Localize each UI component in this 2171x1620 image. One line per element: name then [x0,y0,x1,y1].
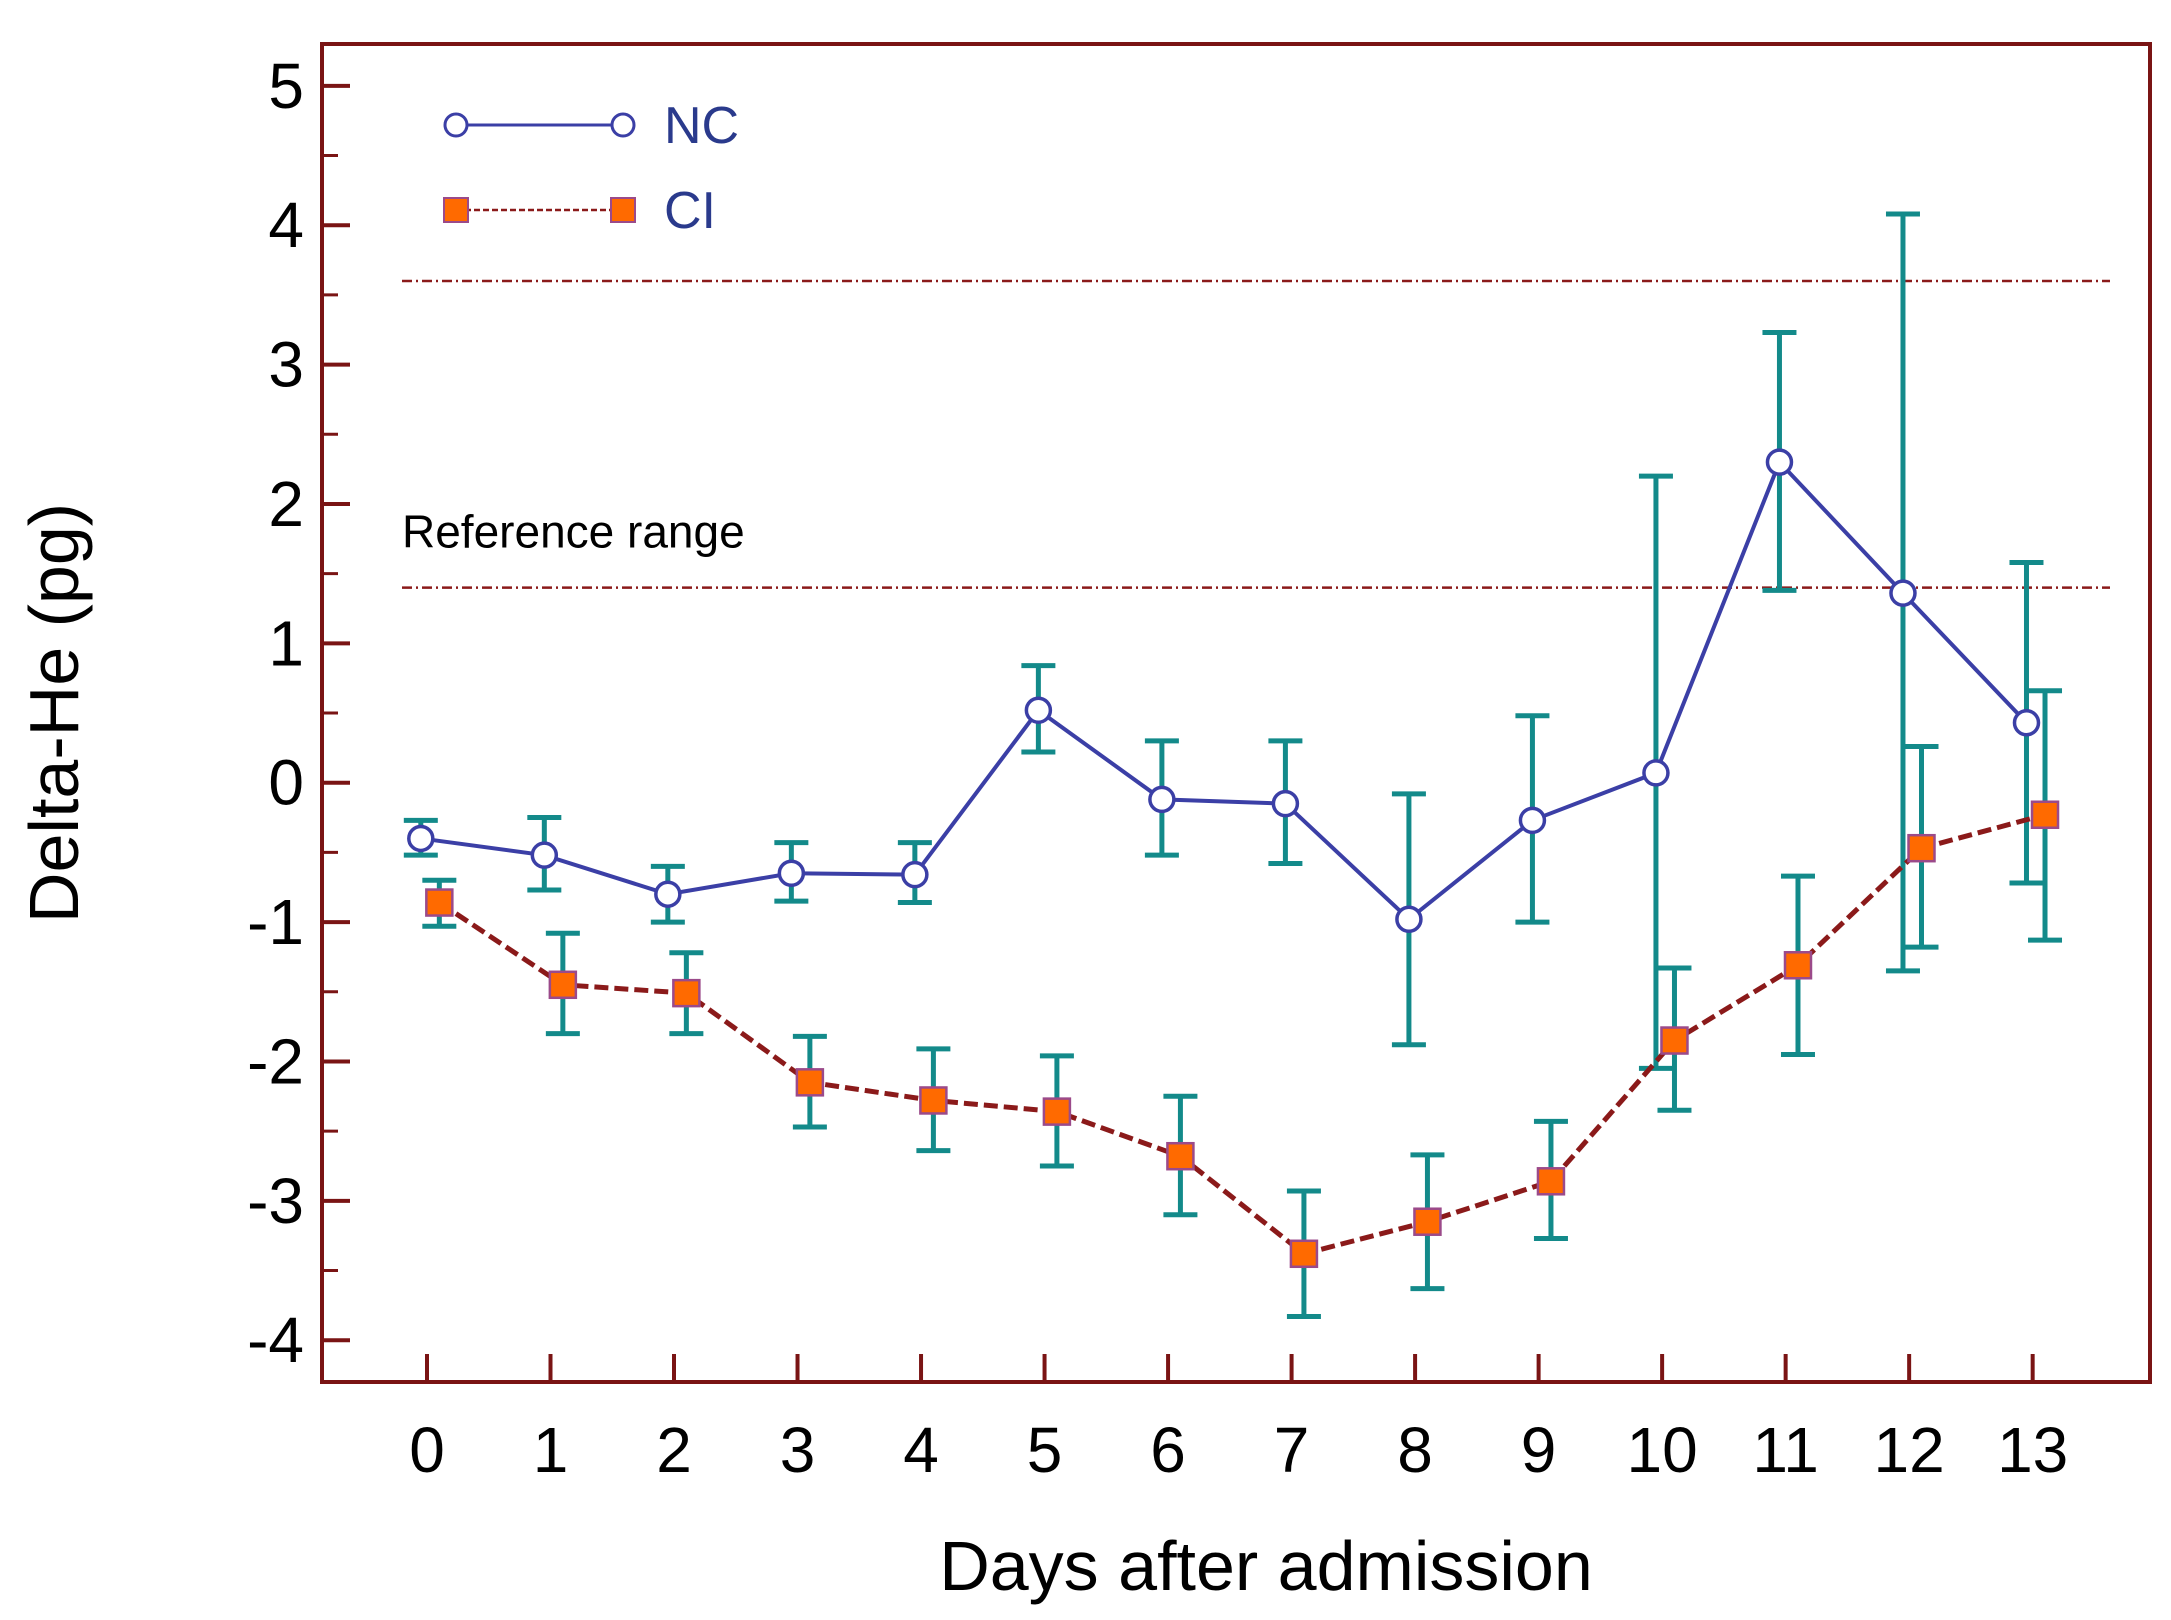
y-tick-label: -4 [247,1304,304,1376]
reference-range-label: Reference range [402,506,745,558]
x-tick-label: 1 [533,1414,569,1486]
x-tick-label: 0 [409,1414,445,1486]
data-point-nc [1271,789,1300,818]
data-point-ci [425,888,454,917]
data-point-nc [1765,448,1794,476]
data-point-ci [672,978,701,1008]
x-tick-label: 5 [1027,1414,1063,1486]
data-point-nc [901,860,929,889]
data-point-ci [1907,833,1936,863]
y-tick-label: 2 [268,468,304,540]
series-line-nc [420,458,2028,922]
y-tick-label: -3 [247,1165,304,1237]
legend-marker-ci [610,197,636,223]
legend-label-nc: NC [664,97,739,155]
x-tick-label: 7 [1274,1414,1310,1486]
data-point-nc [777,859,806,888]
data-point-nc [407,824,435,853]
data-point-nc [1148,785,1176,814]
data-point-nc [654,880,682,908]
y-tick-label: -1 [247,886,304,958]
x-tick-label: 8 [1397,1414,1433,1486]
data-point-nc [1889,579,1917,607]
y-tick-label: 5 [268,50,304,122]
data-point-nc [1518,806,1547,835]
data-point-nc [2012,709,2041,737]
x-tick-label: 10 [1627,1414,1698,1486]
reference-range-layer [402,279,2110,589]
legend: NC CI [443,97,739,240]
data-point-ci [1413,1207,1442,1236]
series-lines-layer [420,458,2046,1257]
data-point-ci [1783,951,1813,980]
data-point-ci [1042,1097,1072,1126]
data-point-nc [530,841,559,869]
data-point-nc [1642,759,1670,787]
data-point-ci [2030,800,2060,829]
y-tick-label: 3 [268,329,304,401]
markers-layer [407,448,2060,1269]
legend-marker-ci [443,197,469,223]
data-point-ci [1660,1026,1689,1055]
y-axis-label: Delta-He (pg) [15,503,93,923]
x-tick-label: 6 [1150,1414,1186,1486]
y-tick-label: 1 [268,607,304,679]
x-tick-label: 13 [1997,1414,2068,1486]
data-point-nc [1024,696,1053,724]
data-point-ci [919,1086,948,1115]
data-point-nc [1395,905,1423,934]
y-tick-label: 0 [268,747,304,819]
legend-label-ci: CI [664,182,716,240]
x-axis-label: Days after admission [939,1527,1593,1605]
data-point-ci [1536,1167,1566,1196]
y-tick-label: 4 [268,189,304,261]
x-tick-label: 11 [1752,1414,1818,1486]
data-point-ci [548,970,578,1000]
x-tick-label: 2 [656,1414,692,1486]
data-point-ci [1166,1141,1195,1171]
legend-marker-nc [610,112,636,138]
data-point-ci [795,1068,825,1097]
x-tick-label: 12 [1874,1414,1945,1486]
x-tick-label: 9 [1521,1414,1557,1486]
x-tick-label: 3 [780,1414,816,1486]
y-tick-label: -2 [247,1025,304,1097]
legend-marker-nc [443,112,469,138]
x-tick-label: 4 [903,1414,939,1486]
series-line-ci [437,812,2046,1257]
data-point-ci [1289,1239,1319,1269]
